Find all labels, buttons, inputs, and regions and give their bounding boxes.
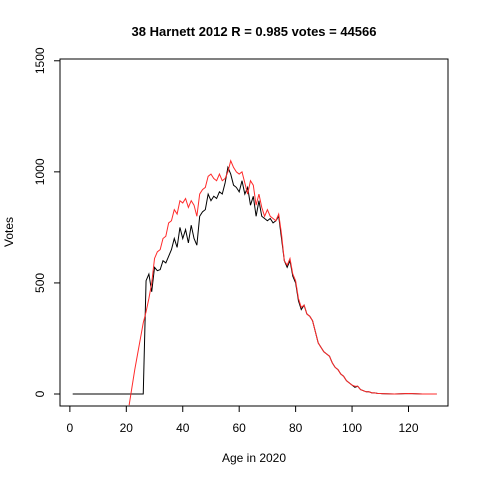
x-tick-label: 120 [398,421,418,435]
x-tick-label: 80 [289,421,303,435]
y-axis-label: Votes [2,217,16,247]
series-line [128,159,437,406]
x-tick-label: 40 [176,421,190,435]
series-line [72,165,437,395]
x-tick-label: 0 [67,421,74,435]
x-tick-label: 100 [342,421,362,435]
y-tick-label: 0 [33,390,47,397]
y-tick-label: 1500 [33,47,47,74]
x-axis-label: Age in 2020 [222,451,286,465]
x-tick-label: 60 [233,421,247,435]
y-tick-label: 1000 [33,158,47,185]
plot-area [72,159,437,406]
x-tick-label: 20 [120,421,134,435]
y-tick-label: 500 [33,273,47,293]
chart-title: 38 Harnett 2012 R = 0.985 votes = 44566 [132,24,377,39]
plot-box [59,58,449,407]
